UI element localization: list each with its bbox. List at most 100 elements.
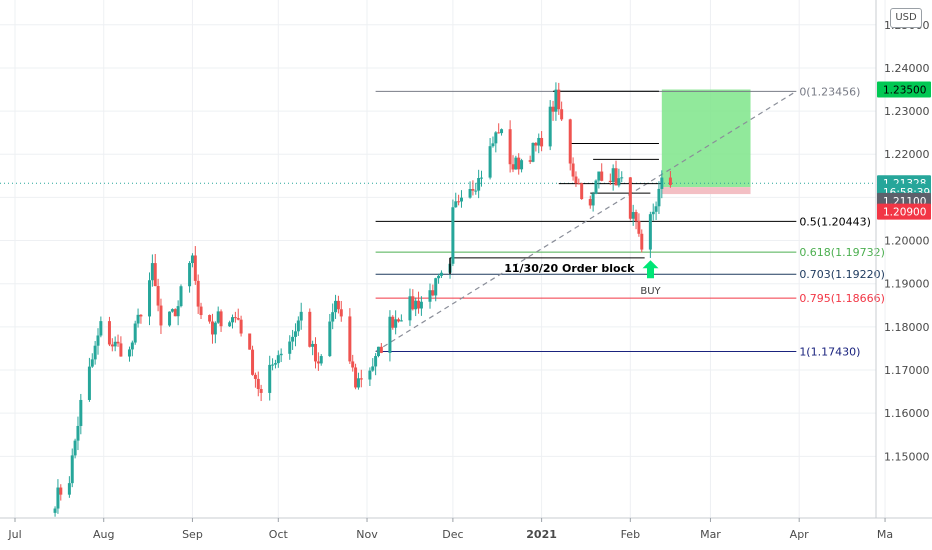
candle-up xyxy=(73,440,77,456)
candle-up xyxy=(296,320,300,332)
candle-up xyxy=(374,356,378,367)
candle-down xyxy=(253,374,257,379)
price-tick-label: 1.15000 xyxy=(884,450,930,463)
candle-up xyxy=(491,143,495,147)
buy-arrow-icon xyxy=(642,260,659,279)
fib-level-label: 0.5(1.20443) xyxy=(799,215,871,228)
candle-up xyxy=(480,177,484,179)
candle-up xyxy=(228,322,232,327)
candle-up xyxy=(437,275,441,279)
order-block-label: 11/30/20 Order block xyxy=(504,262,635,275)
candle-up xyxy=(399,320,403,322)
candle-up xyxy=(388,316,392,353)
candle-down xyxy=(557,89,561,110)
time-tick-label: Sep xyxy=(182,528,203,541)
candle-down xyxy=(110,344,114,347)
candle-up xyxy=(657,188,661,207)
price-tick-label: 1.23000 xyxy=(884,105,930,118)
candle-up xyxy=(500,129,504,134)
candle-up xyxy=(428,290,432,302)
candle-up xyxy=(170,309,174,312)
candle-up xyxy=(279,353,283,356)
candle-up xyxy=(468,189,472,198)
candle-up xyxy=(216,311,220,323)
candle-up xyxy=(394,319,398,328)
candle-up xyxy=(56,487,60,509)
candle-up xyxy=(548,106,552,147)
candle-down xyxy=(208,315,212,322)
annotations[interactable]: 11/30/20 Order block BUY xyxy=(449,257,662,297)
candle-down xyxy=(308,311,312,347)
candle-up xyxy=(53,508,57,513)
candle-down xyxy=(239,319,243,334)
time-tick-label: Mar xyxy=(700,528,721,541)
candle-up xyxy=(90,359,94,367)
candle-up xyxy=(113,341,117,347)
currency-label[interactable]: USD xyxy=(890,8,922,28)
candle-down xyxy=(314,343,318,362)
price-tick-label: 1.16000 xyxy=(884,407,930,420)
candle-down xyxy=(600,171,604,181)
candle-up xyxy=(660,177,664,189)
candle-down xyxy=(196,280,200,307)
candlestick-series xyxy=(53,82,672,517)
fib-level-label: 0.703(1.19220) xyxy=(799,268,885,281)
candle-up xyxy=(299,311,303,321)
candle-up xyxy=(190,255,194,264)
candle-up xyxy=(356,378,360,388)
fibonacci-retracement[interactable]: 0(1.23456) 0.5(1.20443) 0.618(1.19732) 0.70… xyxy=(375,85,885,358)
candle-down xyxy=(193,255,197,281)
candle-up xyxy=(288,341,292,354)
candle-down xyxy=(571,163,575,177)
candle-up xyxy=(520,160,524,170)
candle-down xyxy=(397,319,401,322)
fib-level-label: 0.618(1.19732) xyxy=(799,246,885,259)
candle-up xyxy=(231,317,235,323)
candle-up xyxy=(273,363,277,365)
candle-up xyxy=(651,211,655,215)
price-tick-label: 1.24000 xyxy=(884,62,930,75)
candle-down xyxy=(640,233,644,250)
candle-up xyxy=(611,168,615,183)
time-axis[interactable]: Jul Aug Sep Oct Nov Dec 2021 Feb Mar Apr Ma xyxy=(0,517,932,541)
candle-down xyxy=(668,177,672,186)
candle-down xyxy=(391,316,395,328)
candle-up xyxy=(371,366,375,371)
candle-down xyxy=(608,180,612,183)
candle-down xyxy=(139,314,143,317)
candle-up xyxy=(293,331,297,337)
time-tick-label: Aug xyxy=(93,528,114,541)
fib-level-label: 1(1.17430) xyxy=(799,345,860,358)
candle-down xyxy=(517,157,521,170)
candle-up xyxy=(459,197,463,202)
candle-down xyxy=(457,201,461,203)
time-tick-label: Jul xyxy=(7,528,21,541)
candle-up xyxy=(597,171,601,181)
target-zone xyxy=(661,89,751,188)
candle-up xyxy=(439,272,443,276)
price-badge xyxy=(877,81,931,98)
candle-down xyxy=(471,189,475,191)
candle-up xyxy=(319,356,323,364)
candle-up xyxy=(414,300,418,310)
candle-down xyxy=(153,263,157,287)
candle-down xyxy=(534,142,538,146)
candle-down xyxy=(628,177,632,219)
candle-down xyxy=(236,318,240,320)
price-axis[interactable]: 1.250001.240001.230001.220001.210001.200… xyxy=(875,0,931,518)
candle-down xyxy=(359,378,363,380)
time-tick-label: Dec xyxy=(442,528,463,541)
candle-down xyxy=(210,321,214,335)
candle-down xyxy=(508,129,512,165)
candle-down xyxy=(497,132,501,134)
candle-down xyxy=(159,305,163,326)
fib-trend-line[interactable] xyxy=(375,90,797,352)
time-tick-label: 2021 xyxy=(526,528,557,541)
candle-down xyxy=(256,378,260,390)
candle-up xyxy=(127,349,131,357)
candle-up xyxy=(136,314,140,324)
candle-up xyxy=(594,180,598,194)
candle-up xyxy=(531,142,535,162)
candle-up xyxy=(87,366,91,400)
